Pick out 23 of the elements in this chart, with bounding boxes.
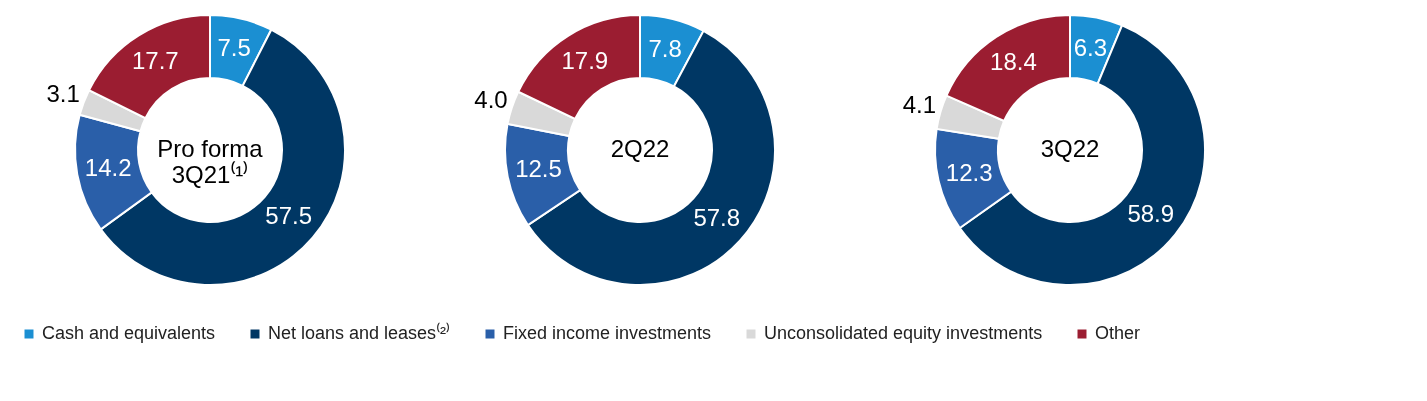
data-label: 17.9 (561, 47, 609, 75)
text: Pro forma 3Q21⁽¹⁾ (157, 135, 264, 188)
data-label: 58.9 (1127, 199, 1175, 227)
legend-label: Fixed income investments (503, 323, 712, 343)
data-label: 18.4 (990, 48, 1037, 76)
data-label: 4.0 (474, 85, 508, 113)
legend-label: Other (1095, 323, 1141, 343)
data-label: 12.3 (945, 158, 993, 186)
text: 2Q22 (610, 135, 670, 162)
data-label: 17.7 (132, 47, 179, 75)
data-label: 7.5 (217, 34, 251, 62)
data-label: 6.3 (1073, 33, 1108, 61)
legend-label: Cash and equivalents (42, 323, 216, 343)
data-label: 14.2 (84, 153, 132, 181)
text: 3Q22 (1040, 135, 1100, 162)
data-label: 3.1 (46, 79, 80, 107)
data-label: 4.1 (902, 90, 937, 118)
data-label: 7.8 (648, 34, 682, 62)
legend-label: Unconsolidated equity investments (764, 323, 1043, 343)
data-label: 12.5 (515, 155, 562, 183)
legend-label: Net loans and leases⁽²⁾ (268, 322, 451, 343)
data-label: 57.8 (693, 204, 741, 232)
data-label: 57.5 (265, 202, 313, 230)
